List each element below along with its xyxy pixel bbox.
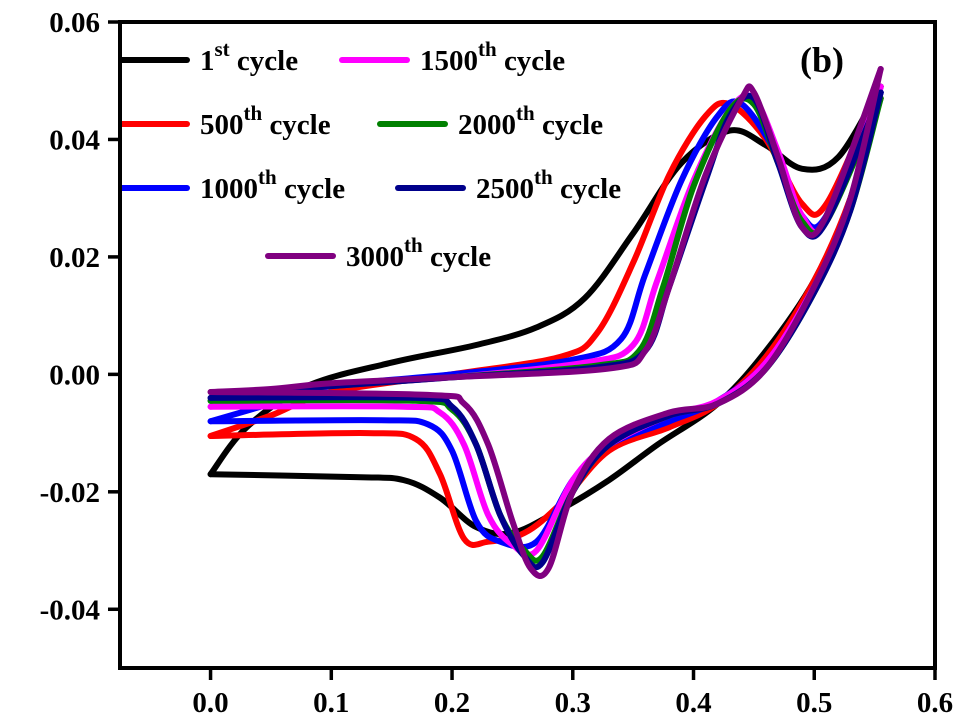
legend: 1st cycle 500th cycle 1000th cycle 1500th c… <box>119 37 621 273</box>
x-tick-label: 0.4 <box>675 687 711 719</box>
ticks-layer: 0.0 0.1 0.2 0.3 0.4 0.5 0.6 0.06 0.04 0.02 0.00 -0.… <box>40 7 954 719</box>
y-tick-label: 0.04 <box>49 124 100 156</box>
series-line-3000th-upper <box>207 66 884 395</box>
y-tick-label: -0.02 <box>40 477 100 509</box>
x-tick-label: 0.1 <box>313 687 349 719</box>
y-tick-label: 0.06 <box>49 7 100 39</box>
legend-label-1st: 1st cycle <box>200 37 298 77</box>
x-tick-label: 0.5 <box>796 687 832 719</box>
x-tick-label: 0.2 <box>434 687 470 719</box>
x-tick-label: 0.0 <box>192 687 228 719</box>
x-tick-label: 0.6 <box>917 687 953 719</box>
plot-frame <box>118 20 937 670</box>
legend-label-2000th: 2000th cycle <box>458 101 603 141</box>
series-line-3000th-lower <box>207 66 884 579</box>
series-layer <box>207 66 884 579</box>
panel-label: (b) <box>800 40 844 80</box>
series-line-500th-upper <box>207 95 878 439</box>
legend-label-2500th: 2500th cycle <box>476 165 621 205</box>
y-tick-label: 0.02 <box>49 242 100 274</box>
legend-label-1000th: 1000th cycle <box>200 165 345 205</box>
x-tick-label: 0.3 <box>555 687 591 719</box>
y-tick-label: 0.00 <box>49 359 100 391</box>
legend-label-500th: 500th cycle <box>200 101 331 141</box>
legend-label-3000th: 3000th cycle <box>346 233 491 273</box>
y-tick-label: -0.04 <box>40 594 100 626</box>
legend-label-1500th: 1500th cycle <box>420 37 565 77</box>
